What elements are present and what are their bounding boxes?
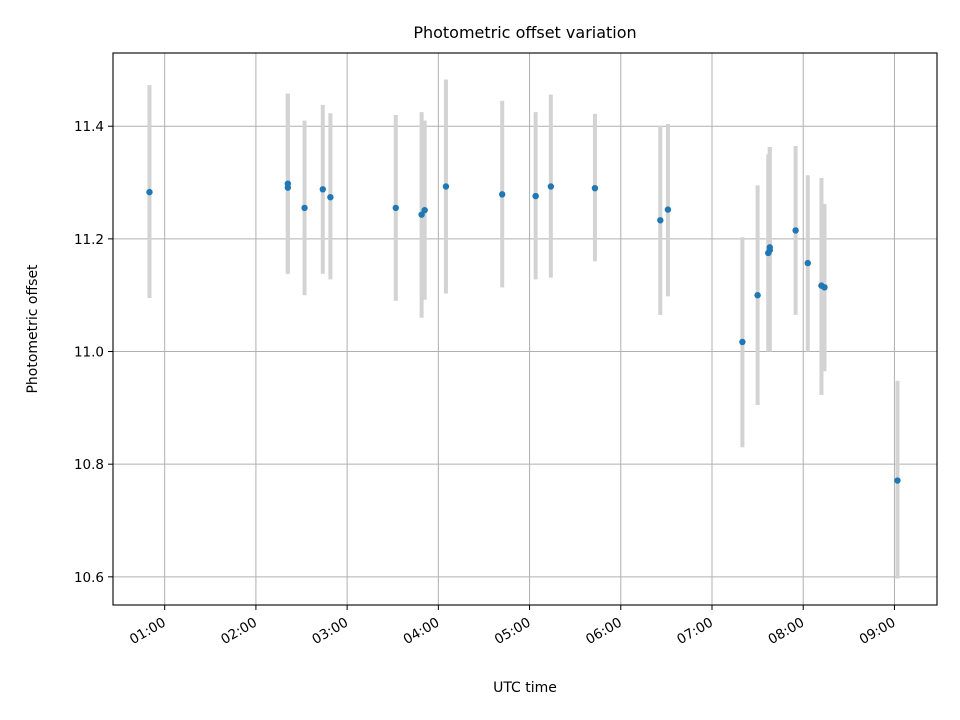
data-point — [498, 191, 506, 198]
data-point — [442, 183, 450, 190]
plot-frame — [112, 52, 938, 606]
data-point — [327, 193, 334, 201]
x-tick-label: 07:00 — [674, 615, 716, 648]
data-point — [547, 183, 555, 190]
data-point — [418, 211, 425, 218]
data-point — [894, 477, 901, 484]
data-point — [766, 244, 773, 251]
data-point — [754, 292, 761, 299]
data-point — [792, 227, 799, 234]
x-tick-label: 08:00 — [766, 615, 808, 648]
y-tick-label: 11.4 — [74, 119, 104, 135]
data-point — [284, 184, 292, 191]
y-tick-label: 11.2 — [74, 232, 104, 248]
y-tick-label: 10.6 — [74, 570, 104, 586]
error-bars — [147, 79, 900, 579]
data-point — [804, 259, 811, 267]
x-tick-label: 02:00 — [218, 615, 260, 648]
x-tick-label: 05:00 — [492, 615, 534, 648]
data-point — [146, 188, 153, 196]
x-tick-label: 04:00 — [401, 615, 443, 648]
y-tick-label: 10.8 — [74, 457, 104, 473]
x-tick-label: 09:00 — [857, 615, 899, 648]
data-point — [301, 204, 308, 212]
data-point — [664, 206, 672, 213]
data-point — [532, 192, 539, 200]
data-point — [392, 204, 399, 212]
data-point — [657, 217, 664, 224]
data-point — [421, 206, 428, 214]
chart-title: Photometric offset variation — [413, 23, 636, 42]
data-point — [591, 184, 599, 192]
grid — [113, 53, 937, 605]
x-tick-label: 06:00 — [583, 615, 625, 648]
data-point — [821, 284, 828, 291]
x-axis-label: UTC time — [493, 680, 557, 696]
x-tick-label: 01:00 — [127, 615, 169, 648]
data-point — [739, 338, 746, 346]
data-points — [146, 180, 901, 484]
axis-ticks: 10.6 10.8 11.0 11.2 11.4 01:00 02:00 03:00 04:00… — [74, 119, 898, 648]
y-tick-label: 11.0 — [74, 345, 104, 361]
y-axis-label: Photometric offset — [25, 264, 41, 394]
data-point — [319, 186, 327, 193]
x-tick-label: 03:00 — [309, 615, 351, 648]
